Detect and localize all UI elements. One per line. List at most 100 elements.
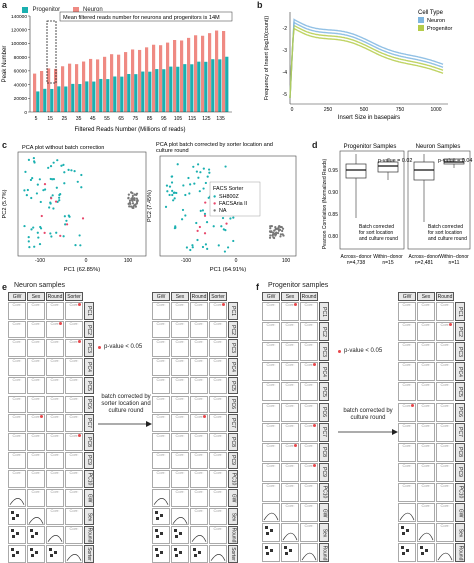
bar-progenitor — [85, 81, 89, 112]
pca-point — [181, 208, 185, 212]
pca-point — [59, 193, 62, 196]
matrix-cell: Corr: — [27, 339, 45, 358]
panel-label-e: e — [2, 282, 8, 292]
box-left-note-2: for sort location — [359, 230, 393, 236]
matrix-cell: Corr: — [209, 470, 227, 488]
matrix-cell: Corr: — [65, 489, 83, 507]
pca-point — [25, 194, 28, 197]
box-left-pvalue: p-value = 0.02 — [378, 158, 412, 164]
matrix-cell — [190, 545, 208, 563]
matrix-cell: Corr: — [152, 302, 170, 320]
ytick-label: 100000 — [11, 41, 27, 47]
matrix-cell: Corr: — [262, 302, 280, 322]
pca-point — [199, 171, 202, 174]
matrix-row-header: PC7 — [84, 414, 94, 432]
matrix-row-header: PC5 — [319, 382, 329, 402]
pca-point — [42, 189, 45, 192]
legend-label-neuron: Neuron — [83, 6, 103, 13]
annotation-text: Mean filtered reads number for neurons a… — [63, 15, 220, 21]
pca-point — [26, 188, 29, 192]
pca-point — [185, 246, 189, 249]
pca-point — [60, 164, 63, 167]
box — [345, 163, 367, 179]
pca-point — [201, 245, 205, 249]
xtick-label: 85 — [147, 116, 153, 122]
matrix-cell: Corr: — [209, 451, 227, 470]
bar-progenitor — [57, 86, 61, 112]
matrix-cell: Corr: — [436, 422, 454, 442]
matrix-cell: Corr: — [398, 302, 416, 322]
panel-b-ylabel: Frequency of Insert (log10(count)) — [264, 16, 270, 101]
matrix-cell: Corr: — [417, 382, 435, 402]
matrix-cell — [262, 503, 280, 523]
matrix-row-header: PC8 — [319, 442, 329, 462]
matrix-row-header: GW — [228, 489, 238, 507]
matrix-row-header: PC5 — [84, 376, 94, 395]
matrix-cell: Corr: — [65, 414, 83, 432]
matrix-cell — [281, 523, 299, 543]
pca-point — [49, 165, 53, 168]
pca-point — [232, 239, 235, 243]
pca-ticks: -100 0 100 -100 0 100 — [35, 258, 290, 264]
ytick-label: 120000 — [11, 28, 27, 34]
matrix-row-header: PC4 — [228, 358, 238, 376]
matrix-cell: Corr: — [209, 526, 227, 545]
legend-label-b-neuron: Neuron — [427, 18, 445, 24]
matrix-cell: Corr: — [65, 526, 83, 545]
ytick-label: 60000 — [14, 69, 28, 75]
pca-point — [203, 232, 207, 235]
pca-point — [273, 236, 276, 240]
matrix-cell — [171, 526, 189, 545]
matrix-cell: Corr: — [262, 462, 280, 482]
matrix-row-header: PC9 — [455, 462, 465, 482]
significance-dot — [203, 415, 206, 419]
matrix-cell: Corr: — [190, 507, 208, 526]
boxplots: 0.80 0.85 0.90 0.95 — [328, 154, 465, 240]
bar-neuron — [145, 47, 149, 112]
pca-point — [62, 163, 65, 166]
pca-point — [229, 217, 232, 220]
matrix-cell: Corr: — [190, 376, 208, 395]
arrow-f — [338, 429, 398, 435]
matrix-row-header: PC3 — [319, 342, 329, 362]
bar-progenitor — [92, 81, 96, 112]
box — [377, 161, 399, 173]
pca-point — [59, 234, 62, 237]
matrix-cell — [300, 543, 318, 563]
pca-point — [196, 238, 199, 242]
pca-point — [168, 193, 171, 197]
bar-progenitor — [113, 76, 117, 112]
b-xtick: 500 — [360, 107, 369, 113]
annotation-box — [59, 11, 233, 22]
bar-progenitor — [127, 74, 131, 112]
pca-point — [78, 234, 81, 237]
pca-point — [131, 199, 134, 202]
pca-point — [172, 199, 175, 202]
panel-b-ticks: -5 -4 -3 -2 0 250 500 750 1000 — [283, 26, 442, 113]
pca-point — [54, 200, 58, 203]
matrix-cell: Corr: — [27, 489, 45, 507]
matrix-cell: Corr: — [398, 482, 416, 502]
bar-progenitor — [204, 61, 208, 112]
matrix-cell: Corr: — [171, 470, 189, 488]
bar-neuron — [110, 54, 114, 112]
matrix-cell — [27, 545, 45, 563]
matrix-cell: Corr: — [152, 339, 170, 358]
c-xtick: 100 — [124, 258, 133, 264]
matrix-cell — [171, 507, 189, 526]
bar-neuron — [82, 61, 86, 112]
panel-d-chart: Progenitor Samples Neuron Samples 0.800.… — [322, 144, 472, 266]
matrix-cell: Corr: — [190, 451, 208, 470]
pca-point — [188, 192, 191, 195]
matrix-cell — [262, 543, 280, 563]
matrix-cell: Corr: — [8, 470, 26, 488]
matrix-cell: Corr: — [27, 451, 45, 470]
matrix-header: Sex — [171, 292, 189, 301]
matrix-row-header: PC3 — [84, 339, 94, 358]
matrix-row-header: PC8 — [84, 432, 94, 451]
matrix-cell: Corr: — [8, 339, 26, 358]
matrix-cell: Corr: — [171, 451, 189, 470]
box-right-note-1: Batch corrected — [428, 224, 463, 230]
pca-point — [274, 234, 277, 237]
arrow-e — [98, 421, 152, 427]
